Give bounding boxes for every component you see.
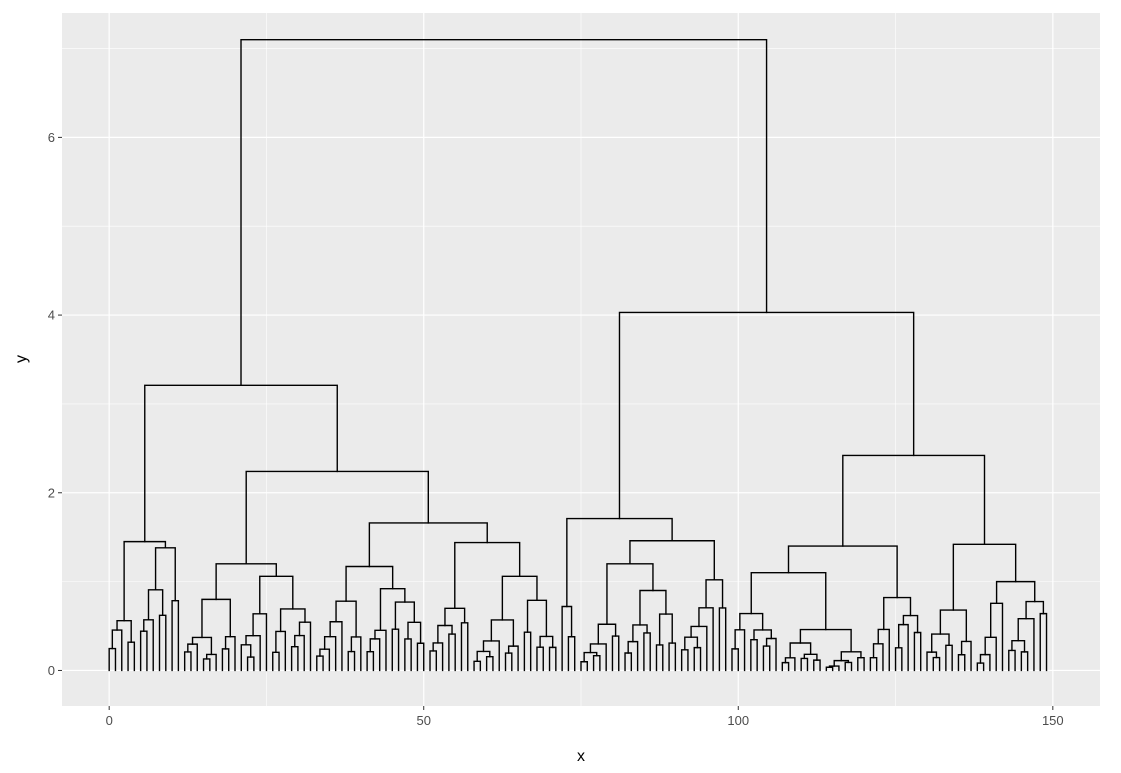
dendrogram-branch xyxy=(240,38,768,386)
x-axis-title: x xyxy=(577,748,585,765)
x-tick-label: 50 xyxy=(416,713,430,728)
y-tick-label: 0 xyxy=(48,663,55,678)
x-tick-label: 100 xyxy=(727,713,749,728)
grid-minor xyxy=(62,13,1100,706)
y-axis-ticks: 0 2 4 6 xyxy=(48,130,62,678)
x-tick-label: 0 xyxy=(106,713,113,728)
y-tick-label: 4 xyxy=(48,308,55,323)
x-axis-ticks: 0 50 100 150 xyxy=(106,706,1064,728)
y-tick-label: 6 xyxy=(48,130,55,145)
dendrogram-lines xyxy=(108,38,1048,672)
x-tick-label: 150 xyxy=(1042,713,1064,728)
y-axis-title: y xyxy=(13,355,30,363)
y-tick-label: 2 xyxy=(48,485,55,500)
